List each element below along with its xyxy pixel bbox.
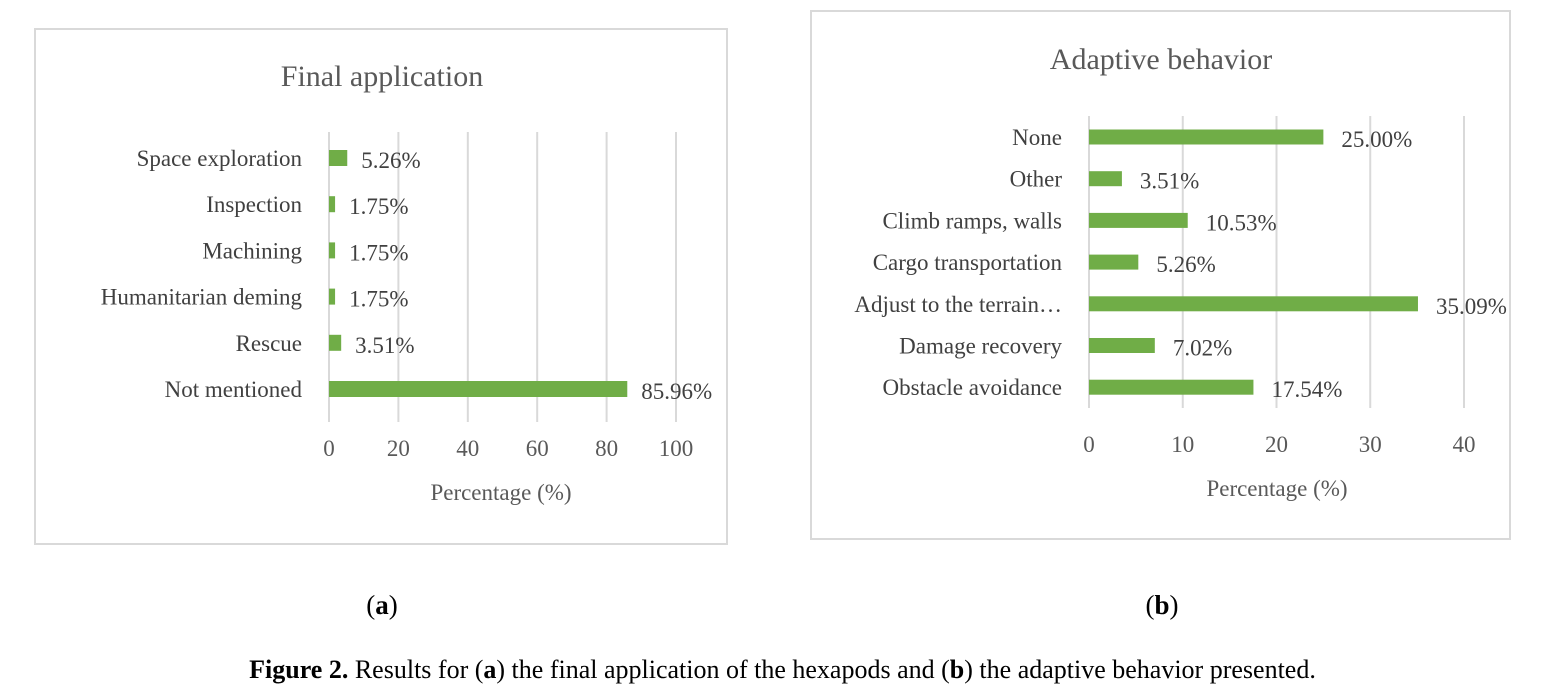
- category-label: Climb ramps, walls: [882, 208, 1062, 233]
- x-tick-label: 20: [1265, 432, 1288, 457]
- x-tick-label: 80: [595, 436, 618, 461]
- x-axis-title: Percentage (%): [430, 480, 571, 505]
- bar: [1089, 379, 1254, 395]
- category-label: Other: [1010, 167, 1063, 192]
- figure-caption: Figure 2. Results for (a) the final appl…: [0, 655, 1565, 685]
- category-label: None: [1012, 125, 1062, 150]
- chart-adaptive-behavior: Adaptive behavior 0 10 20 30 40 Percentage (%)…: [854, 43, 1507, 501]
- category-label: Space exploration: [137, 146, 303, 171]
- category-label: Rescue: [236, 331, 302, 356]
- x-tick-label: 40: [1453, 432, 1476, 457]
- chart-panel-adaptive-behavior: Adaptive behavior 0 10 20 30 40 Percentage (%)…: [810, 10, 1511, 540]
- bar: [329, 381, 628, 397]
- data-label: 5.26%: [361, 148, 420, 173]
- bar: [1089, 296, 1418, 312]
- data-label: 3.51%: [355, 333, 414, 358]
- subfigure-label-b: (b): [1145, 590, 1179, 620]
- chart-title: Final application: [281, 60, 483, 93]
- caption-ref-b: b: [949, 655, 965, 684]
- data-label: 17.54%: [1271, 377, 1342, 402]
- caption-label: Figure 2.: [249, 655, 349, 684]
- data-label: 1.75%: [349, 194, 408, 219]
- bar: [1089, 171, 1122, 187]
- bar: [1089, 338, 1155, 353]
- data-label: 1.75%: [349, 240, 408, 265]
- category-label: Adjust to the terrain…: [854, 292, 1062, 317]
- category-label: Damage recovery: [899, 334, 1062, 359]
- category-label: Machining: [202, 238, 302, 263]
- bar: [329, 288, 336, 305]
- data-label: 35.09%: [1436, 294, 1507, 319]
- data-label: 1.75%: [349, 287, 408, 312]
- x-axis-title: Percentage (%): [1206, 476, 1347, 501]
- bar: [329, 334, 342, 351]
- caption-ref-a: a: [483, 655, 497, 684]
- data-label: 10.53%: [1206, 210, 1277, 235]
- chart-final-application: Final application 0 20 40 60 80 100 Percentage …: [101, 60, 712, 505]
- data-label: 85.96%: [641, 379, 712, 404]
- chart-panel-final-application: Final application 0 20 40 60 80 100 Percentage …: [34, 28, 728, 545]
- data-label: 5.26%: [1156, 252, 1215, 277]
- bar: [1089, 129, 1324, 145]
- x-tick-label: 10: [1171, 432, 1194, 457]
- subfigure-label-a: (a): [366, 590, 398, 620]
- data-label: 7.02%: [1173, 336, 1232, 361]
- bar: [329, 196, 336, 213]
- bar: [329, 242, 336, 259]
- caption-text-3: ) the adaptive behavior presented.: [964, 655, 1316, 684]
- category-label: Obstacle avoidance: [883, 375, 1062, 400]
- category-label: Not mentioned: [165, 377, 303, 402]
- data-label: 3.51%: [1140, 169, 1199, 194]
- caption-text-2: ) the final application of the hexapods …: [496, 655, 950, 684]
- bar: [1089, 212, 1188, 228]
- data-label: 25.00%: [1341, 127, 1412, 152]
- category-label: Cargo transportation: [873, 250, 1063, 275]
- bar: [329, 150, 348, 166]
- x-tick-label: 0: [1083, 432, 1095, 457]
- category-label: Inspection: [206, 192, 302, 217]
- x-tick-label: 40: [456, 436, 479, 461]
- bar: [1089, 254, 1139, 270]
- x-tick-label: 100: [659, 436, 694, 461]
- x-tick-label: 20: [387, 436, 410, 461]
- chart-title: Adaptive behavior: [1050, 43, 1272, 76]
- category-label: Humanitarian deming: [101, 285, 303, 310]
- x-tick-label: 60: [526, 436, 549, 461]
- x-tick-label: 30: [1359, 432, 1382, 457]
- caption-text-1: Results for (: [354, 655, 484, 684]
- x-tick-label: 0: [323, 436, 335, 461]
